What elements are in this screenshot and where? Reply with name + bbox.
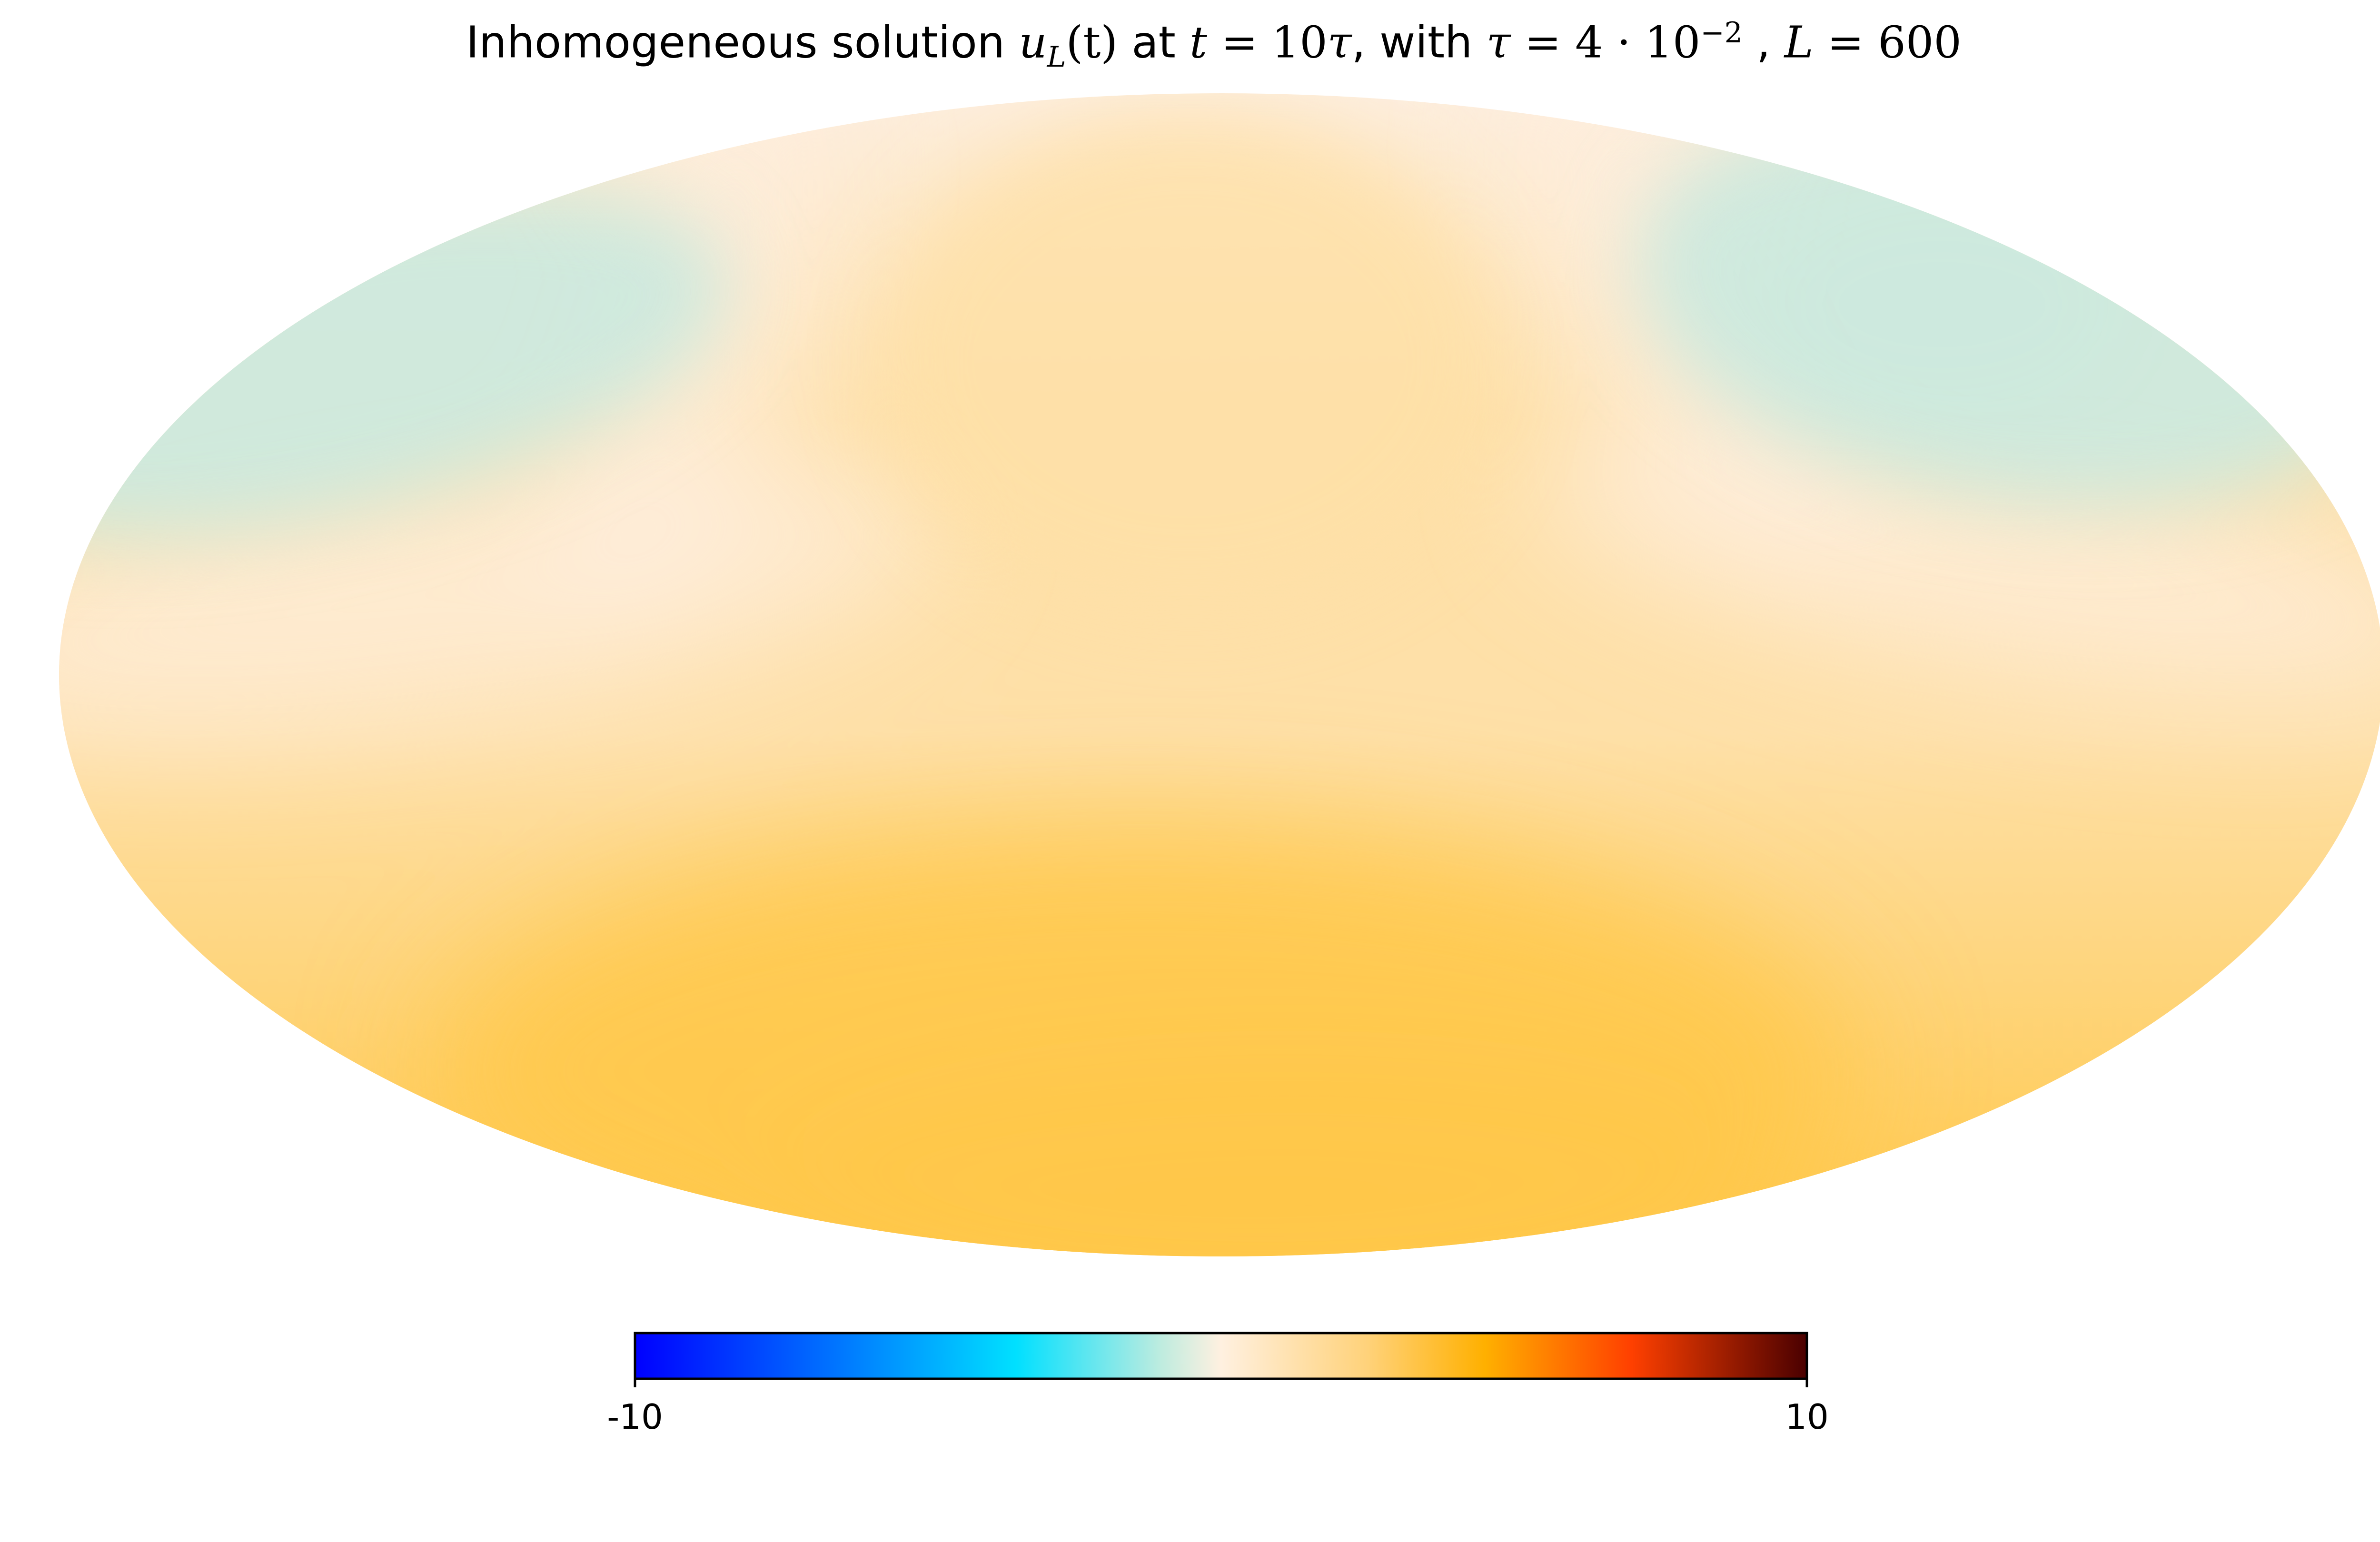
- colorbar: [634, 1332, 1808, 1380]
- colorbar-max-label: 10: [1785, 1397, 1829, 1437]
- south-center-blob: [762, 1071, 1809, 1256]
- sky-map-field: [59, 93, 2380, 1256]
- north-right-core: [1761, 195, 2123, 414]
- colorbar-min-label: -10: [607, 1397, 663, 1437]
- north-center-mid: [881, 114, 1499, 609]
- chart-title: Inhomogeneous solution uL(t) at t = 10τ,…: [466, 16, 1962, 74]
